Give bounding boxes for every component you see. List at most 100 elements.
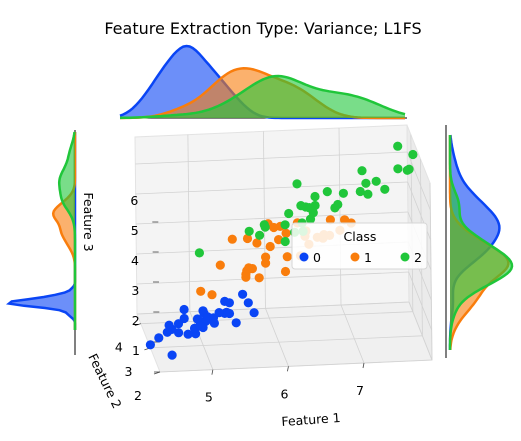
- point-class-1: [340, 215, 350, 225]
- y-tick-label: 2: [134, 388, 142, 403]
- point-class-1: [281, 228, 291, 238]
- chart-title: Feature Extraction Type: Variance; L1FS: [104, 19, 421, 38]
- right-marginal-kde: [445, 125, 514, 358]
- right-kde-curve-2: [448, 135, 514, 350]
- legend: Class 0 1 2: [291, 222, 428, 270]
- point-class-1: [252, 238, 262, 248]
- point-class-2: [357, 166, 367, 176]
- top-kde-area-2: [120, 76, 405, 118]
- point-class-0: [238, 289, 248, 299]
- legend-label-1: 1: [364, 250, 372, 265]
- x-tick-mark: [362, 362, 365, 369]
- point-class-1: [247, 264, 257, 274]
- grid-line: [187, 134, 191, 312]
- point-class-2: [244, 226, 254, 236]
- z-tick-label: 2: [132, 313, 140, 328]
- point-class-2: [304, 203, 314, 213]
- legend-marker-0: [299, 252, 309, 262]
- left-kde-curve-2: [57, 131, 77, 330]
- left-kde-area-1: [53, 132, 75, 330]
- point-class-2: [284, 208, 294, 219]
- point-class-0: [209, 318, 219, 328]
- point-class-2: [333, 199, 343, 210]
- point-class-0: [243, 298, 253, 308]
- point-class-1: [242, 233, 253, 244]
- point-class-0: [249, 308, 259, 318]
- top-kde-curve-2: [119, 74, 406, 120]
- point-class-1: [269, 222, 279, 233]
- y-axis-label: Feature 2: [85, 351, 124, 411]
- point-class-2: [305, 214, 316, 224]
- z-tick-label: 1: [132, 343, 140, 358]
- point-class-0: [145, 340, 155, 350]
- point-class-0: [162, 327, 172, 337]
- point-class-1: [265, 241, 275, 252]
- point-class-2: [255, 230, 265, 240]
- point-class-2: [338, 188, 348, 198]
- point-class-0: [224, 298, 234, 308]
- point-class-2: [363, 189, 373, 199]
- point-class-0: [183, 329, 193, 339]
- grid-line: [150, 335, 423, 349]
- grid-line: [136, 271, 409, 285]
- top-kde-area-0: [120, 46, 405, 118]
- point-class-2: [194, 248, 204, 258]
- legend-marker-2: [400, 252, 410, 262]
- point-class-2: [322, 187, 332, 197]
- legend-title: Class: [344, 229, 377, 244]
- x-tick-label: 6: [280, 386, 288, 401]
- grid-line: [408, 301, 433, 361]
- y-tick-mark: [134, 323, 141, 327]
- grid-line: [406, 151, 431, 211]
- point-class-2: [380, 184, 390, 194]
- point-class-0: [167, 350, 177, 360]
- x-tick-mark: [211, 369, 214, 375]
- point-class-0: [164, 320, 174, 330]
- y-tick-label: 4: [115, 340, 123, 355]
- y-tick-label: 3: [124, 364, 132, 379]
- point-class-1: [261, 258, 271, 268]
- point-class-1: [282, 252, 292, 262]
- z-tick-label: 3: [131, 283, 139, 298]
- point-class-2: [361, 178, 371, 188]
- grid-line: [135, 211, 409, 225]
- point-class-1: [227, 234, 237, 244]
- point-class-1: [241, 272, 251, 282]
- point-class-1: [325, 215, 335, 225]
- point-class-0: [224, 308, 235, 319]
- point-class-0: [214, 308, 224, 318]
- grid-line: [135, 151, 408, 165]
- grid-line: [338, 127, 342, 306]
- point-class-2: [259, 220, 269, 230]
- x-tick-label: 5: [205, 390, 213, 405]
- point-class-2: [393, 141, 403, 151]
- legend-box: [291, 222, 428, 270]
- point-class-0: [173, 319, 184, 329]
- top-marginal-kde: [119, 44, 407, 120]
- point-class-1: [280, 266, 291, 277]
- point-class-0: [154, 333, 164, 343]
- left-marginal-kde: [6, 130, 77, 355]
- point-class-0: [195, 321, 205, 331]
- grid-line: [429, 182, 433, 361]
- point-class-2: [310, 191, 320, 202]
- point-class-1: [215, 260, 225, 270]
- point-class-2: [280, 220, 290, 230]
- point-class-1: [207, 290, 217, 300]
- z-tick-label: 6: [130, 193, 138, 208]
- legend-label-0: 0: [313, 250, 321, 265]
- right-kde-area-2: [450, 135, 512, 350]
- point-class-2: [280, 236, 290, 247]
- point-class-2: [355, 186, 365, 197]
- point-class-2: [402, 165, 412, 175]
- point-class-2: [393, 164, 403, 174]
- point-class-0: [179, 304, 189, 315]
- x-tick-label: 7: [356, 383, 364, 398]
- z-tick-label: 5: [131, 223, 139, 238]
- grid-line: [263, 131, 266, 309]
- point-class-2: [292, 179, 302, 189]
- point-class-2: [408, 149, 418, 160]
